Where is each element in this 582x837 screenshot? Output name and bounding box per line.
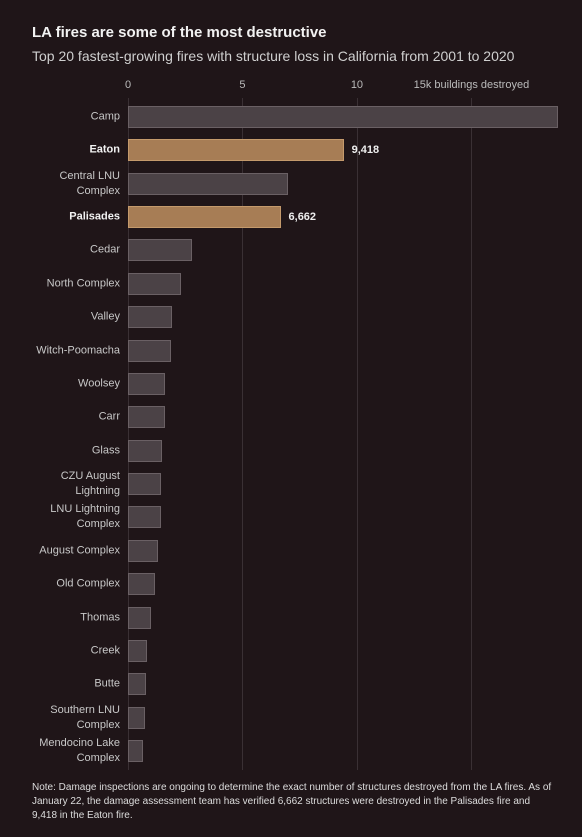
grid-line — [242, 98, 244, 770]
x-tick-label: 15k buildings destroyed — [413, 79, 530, 91]
bar — [128, 606, 151, 629]
bar — [128, 506, 162, 529]
category-label: Glass — [91, 444, 120, 457]
bar — [128, 740, 143, 763]
category-label: Camp — [90, 110, 120, 123]
bar — [128, 106, 559, 128]
bar — [128, 272, 181, 295]
bar — [128, 706, 146, 729]
grid-line — [356, 98, 358, 770]
bar — [128, 372, 165, 395]
category-label: Carr — [98, 410, 120, 423]
category-label: Central LNU Complex — [59, 169, 120, 197]
category-label: Thomas — [80, 611, 120, 624]
bar — [128, 673, 147, 696]
bar — [128, 239, 193, 262]
category-label: Old Complex — [56, 577, 120, 590]
bar — [128, 473, 162, 496]
bar — [128, 339, 172, 362]
x-tick-label: 10 — [350, 79, 364, 91]
category-label: LNU Lightning Complex — [50, 503, 120, 531]
category-label: North Complex — [46, 277, 120, 290]
bar — [128, 573, 156, 596]
x-tick-label: 0 — [124, 79, 132, 91]
bar — [128, 406, 165, 429]
category-label: Witch-Poomacha — [36, 344, 120, 357]
category-label: Palisades — [69, 210, 120, 223]
category-label: Creek — [90, 644, 120, 657]
category-label: Cedar — [90, 243, 120, 256]
bar — [128, 439, 163, 462]
bar — [128, 639, 148, 662]
bar — [128, 306, 172, 329]
bar — [128, 139, 344, 162]
chart-subtitle: Top 20 fastest-growing fires with struct… — [32, 48, 515, 64]
x-tick-label: 5 — [239, 79, 246, 91]
chart-title: LA fires are some of the most destructiv… — [32, 24, 327, 41]
note: Note: Damage inspections are ongoing to … — [32, 782, 552, 821]
category-label: CZU August Lightning — [60, 470, 120, 498]
category-label: Southern LNU Complex — [50, 703, 120, 731]
value-label: 9,418 — [351, 144, 380, 157]
category-label: August Complex — [39, 544, 120, 557]
value-label: 6,662 — [288, 211, 317, 224]
category-label: Mendocino Lake Complex — [39, 737, 120, 765]
category-label: Woolsey — [78, 377, 120, 390]
category-label: Eaton — [89, 143, 120, 156]
bar — [128, 539, 158, 562]
grid-line — [471, 98, 473, 770]
category-label: Butte — [94, 677, 120, 690]
bar — [128, 206, 281, 229]
category-label: Valley — [90, 310, 120, 323]
grid-line — [128, 98, 129, 770]
bar — [128, 172, 289, 195]
